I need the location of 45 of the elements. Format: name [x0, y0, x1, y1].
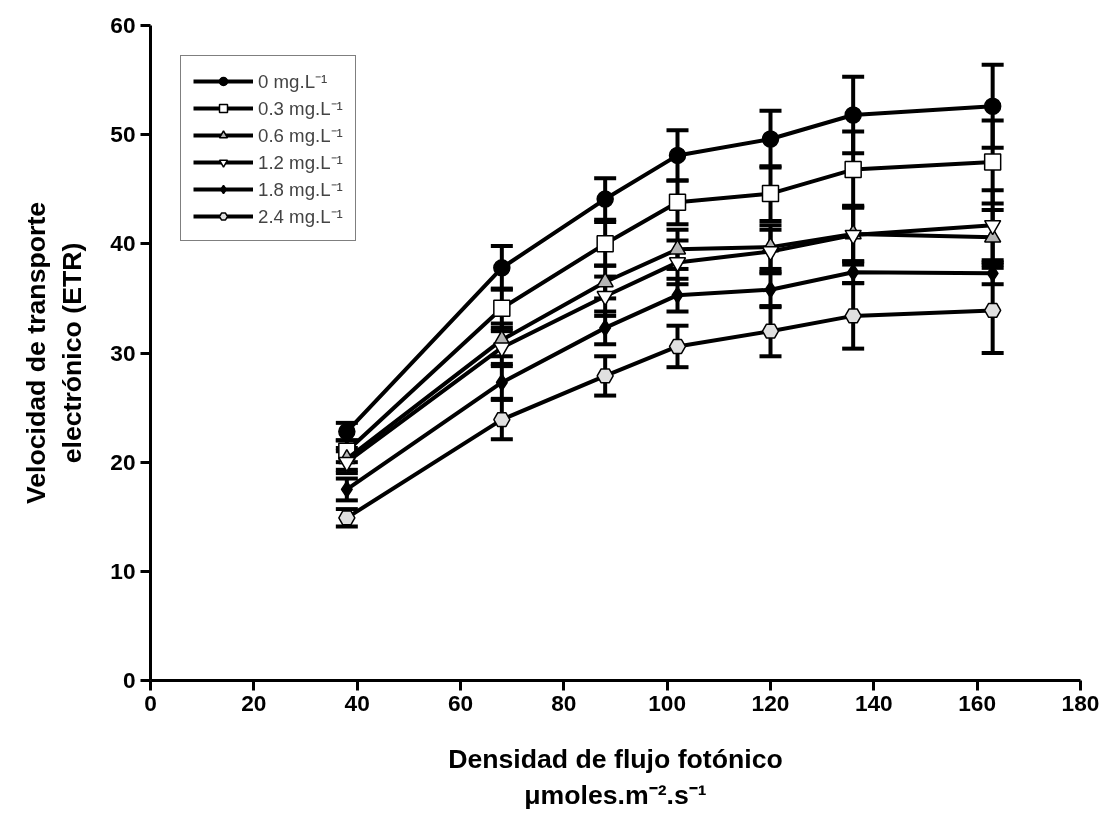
point [983, 153, 1002, 171]
point [596, 368, 614, 384]
x-tick-label: 40 [344, 689, 370, 716]
x-tick-label: 120 [751, 689, 790, 716]
y-tick-label: 0 [122, 667, 136, 693]
point [844, 160, 862, 179]
point [493, 411, 511, 428]
y-tick-label: 60 [110, 12, 136, 38]
point [671, 286, 684, 304]
y-tick-label: 30 [110, 339, 136, 366]
x-tick-label: 20 [241, 689, 267, 716]
x-tick-label: 100 [648, 689, 687, 716]
y-tick-label: 20 [110, 448, 136, 475]
point [668, 193, 687, 212]
point [596, 235, 614, 253]
x-axis-title: Densidad de flujo fotónico μmoles.m⁻².s⁻¹ [448, 743, 783, 810]
y-tick-label: 40 [110, 230, 136, 257]
x-tick-label: 0 [144, 689, 157, 716]
legend-label: 0.6 mg.L⁻¹ [258, 124, 343, 147]
x-tick-label: 180 [1061, 689, 1100, 716]
point [493, 259, 511, 277]
x-tick-label: 80 [551, 689, 577, 716]
x-tick-label: 160 [958, 689, 997, 716]
point [761, 130, 780, 148]
y-tick-label: 10 [110, 557, 136, 584]
point [761, 323, 780, 339]
y-axis-title: Velocidad de transporte electrónico (ETR) [21, 201, 88, 505]
point [668, 338, 687, 355]
legend-label: 1.8 mg.L⁻¹ [258, 178, 343, 201]
x-tick-label: 60 [447, 689, 474, 716]
point [761, 184, 780, 203]
y-tick-label: 50 [110, 121, 136, 148]
legend-label: 0 mg.L⁻¹ [258, 70, 328, 93]
point [668, 146, 687, 165]
legend-label: 0.3 mg.L⁻¹ [258, 97, 343, 120]
point [599, 319, 612, 337]
point [596, 190, 614, 208]
legend-label: 2.4 mg.L⁻¹ [258, 205, 343, 228]
point [983, 302, 1002, 319]
point [844, 106, 862, 124]
x-tick-label: 140 [854, 689, 893, 716]
point [844, 308, 862, 324]
point [983, 97, 1002, 116]
point [493, 299, 511, 317]
legend-label: 1.2 mg.L⁻¹ [258, 151, 343, 174]
